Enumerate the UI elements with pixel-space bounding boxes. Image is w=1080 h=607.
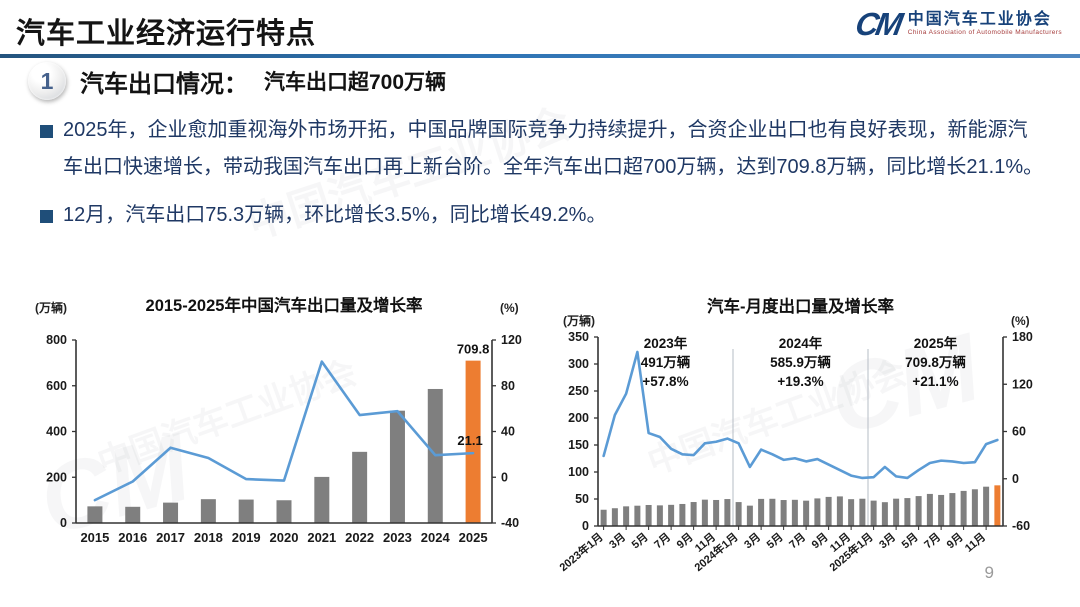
svg-text:2025年: 2025年 [914, 335, 958, 351]
svg-text:40: 40 [501, 425, 515, 439]
section-title: 汽车出口情况： [80, 70, 248, 98]
svg-text:120: 120 [1012, 377, 1033, 391]
svg-text:585.9万辆: 585.9万辆 [770, 354, 831, 370]
svg-text:汽车-月度出口量及增长率: 汽车-月度出口量及增长率 [707, 296, 894, 316]
org-logo-mark-icon: CM [852, 6, 903, 42]
svg-text:50: 50 [575, 492, 589, 506]
svg-text:250: 250 [568, 384, 589, 398]
svg-text:0: 0 [1012, 472, 1019, 486]
org-name-en: China Association of Automobile Manufact… [907, 29, 1062, 37]
svg-text:709.8: 709.8 [457, 342, 490, 357]
section-number-badge: 1 [28, 62, 66, 100]
svg-text:2021: 2021 [307, 530, 336, 545]
bullet-text: 2025年，企业愈加重视海外市场开拓，中国品牌国际竞争力持续提升，合资企业出口也… [63, 119, 1044, 178]
svg-text:0: 0 [501, 470, 508, 484]
svg-text:9月: 9月 [674, 530, 695, 551]
org-logo: CM 中国汽车工业协会 China Association of Automob… [852, 6, 1062, 42]
svg-text:200: 200 [46, 470, 67, 484]
bullet-square-icon [40, 210, 53, 223]
svg-text:150: 150 [568, 438, 589, 452]
section-header: 1 汽车出口情况： 汽车出口超700万辆 [28, 62, 446, 100]
svg-text:2016: 2016 [118, 530, 147, 545]
svg-text:+57.8%: +57.8% [642, 374, 688, 389]
svg-text:(万辆): (万辆) [35, 300, 67, 315]
svg-text:11月: 11月 [962, 530, 988, 555]
svg-text:21.1: 21.1 [457, 433, 482, 448]
svg-text:120: 120 [501, 333, 522, 347]
svg-text:9月: 9月 [944, 530, 965, 551]
svg-text:100: 100 [568, 465, 589, 479]
list-item: 12月，汽车出口75.3万辆，环比增长3.5%，同比增长49.2%。 [40, 197, 1045, 234]
svg-text:-60: -60 [1012, 519, 1030, 533]
list-item: 2025年，企业愈加重视海外市场开拓，中国品牌国际竞争力持续提升，合资企业出口也… [40, 112, 1045, 186]
svg-text:3月: 3月 [877, 530, 898, 551]
page-title: 汽车工业经济运行特点 [16, 18, 317, 50]
monthly-export-chart: 0 50 100 150 200 250 300 350 -60 0 60 120 180 汽车-月度出口… [556, 296, 1033, 575]
svg-text:2015-2025年中国汽车出口量及增长率: 2015-2025年中国汽车出口量及增长率 [146, 295, 423, 315]
svg-text:180: 180 [1012, 330, 1033, 344]
svg-text:2023年: 2023年 [644, 335, 688, 351]
svg-text:350: 350 [568, 330, 589, 344]
svg-text:2019: 2019 [232, 530, 261, 545]
svg-text:0: 0 [582, 519, 589, 533]
svg-text:7月: 7月 [787, 530, 808, 551]
svg-text:60: 60 [1012, 425, 1026, 439]
svg-text:300: 300 [568, 357, 589, 371]
svg-text:5月: 5月 [629, 530, 650, 551]
svg-text:2018: 2018 [194, 530, 223, 545]
svg-text:800: 800 [46, 333, 67, 347]
svg-text:491万辆: 491万辆 [641, 354, 691, 370]
svg-text:5月: 5月 [899, 530, 920, 551]
svg-text:200: 200 [568, 411, 589, 425]
svg-text:2020: 2020 [270, 530, 299, 545]
svg-text:709.8万辆: 709.8万辆 [905, 354, 966, 370]
svg-text:9月: 9月 [809, 530, 830, 551]
header-rule [0, 54, 1080, 58]
svg-text:2022: 2022 [345, 530, 374, 545]
bullet-list: 2025年，企业愈加重视海外市场开拓，中国品牌国际竞争力持续提升，合资企业出口也… [40, 112, 1045, 245]
annual-export-chart: 0 200 400 600 800 -40 0 40 80 120 2015-2025年中国汽车出口… [35, 295, 522, 545]
svg-text:7月: 7月 [922, 530, 943, 551]
svg-text:600: 600 [46, 379, 67, 393]
svg-text:2017: 2017 [156, 530, 185, 545]
svg-text:2024: 2024 [421, 530, 451, 545]
svg-text:0: 0 [60, 516, 67, 530]
svg-text:3月: 3月 [742, 530, 763, 551]
svg-text:(%): (%) [500, 301, 519, 315]
svg-text:(%): (%) [1011, 314, 1030, 328]
svg-text:2025: 2025 [459, 530, 488, 545]
section-subtitle: 汽车出口超700万辆 [264, 71, 447, 94]
svg-text:400: 400 [46, 425, 67, 439]
svg-text:2023年1月: 2023年1月 [556, 530, 605, 575]
org-name-cn: 中国汽车工业协会 [907, 11, 1052, 29]
page-number: 9 [984, 563, 994, 582]
svg-text:2023: 2023 [383, 530, 412, 545]
bullet-text: 12月，汽车出口75.3万辆，环比增长3.5%，同比增长49.2%。 [63, 204, 607, 226]
svg-text:2024年: 2024年 [779, 335, 823, 351]
svg-text:(万辆): (万辆) [563, 313, 595, 328]
bullet-square-icon [40, 125, 53, 138]
svg-text:3月: 3月 [607, 530, 628, 551]
svg-text:2015: 2015 [80, 530, 109, 545]
svg-text:+19.3%: +19.3% [777, 374, 823, 389]
svg-text:80: 80 [501, 379, 515, 393]
svg-text:7月: 7月 [652, 530, 673, 551]
svg-text:-40: -40 [501, 516, 519, 530]
svg-text:+21.1%: +21.1% [912, 374, 958, 389]
svg-text:5月: 5月 [764, 530, 785, 551]
